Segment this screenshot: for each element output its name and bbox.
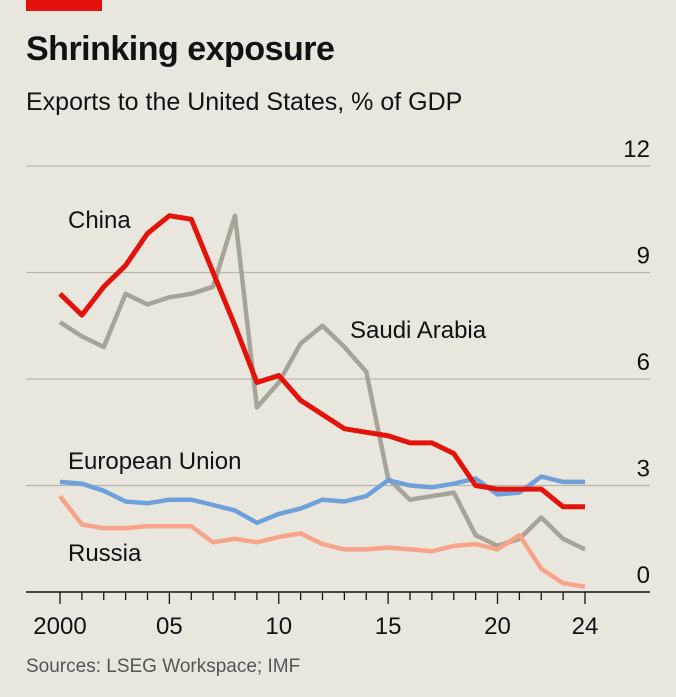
series-line-china	[58, 213, 585, 510]
series-label-saudi-arabia: Saudi Arabia	[350, 317, 487, 344]
series-label-china: China	[68, 207, 131, 234]
x-tick-label: 2000	[33, 613, 86, 640]
y-tick-label: 3	[637, 456, 650, 483]
x-tick-label: 20	[484, 613, 511, 640]
series-label-russia: Russia	[68, 540, 142, 567]
y-tick-label: 12	[623, 136, 650, 163]
y-tick-label: 0	[637, 562, 650, 589]
gridlines: 0 3 6 9 12	[26, 136, 650, 589]
x-axis: 2000 05 10 15 20 24	[26, 591, 650, 640]
x-tick-label: 24	[572, 613, 599, 640]
series-line-russia	[58, 494, 586, 589]
chart-subtitle: Exports to the United States, % of GDP	[26, 88, 463, 116]
y-tick-label: 6	[637, 349, 650, 376]
series-labels: China Saudi Arabia European Union Russia	[68, 207, 487, 567]
series-line-european-union	[59, 474, 585, 526]
source-note: Sources: LSEG Workspace; IMF	[26, 656, 301, 677]
x-tick-label: 05	[156, 613, 183, 640]
x-tick-label: 10	[265, 613, 292, 640]
series-label-european-union: European Union	[68, 448, 241, 475]
brand-red-tag	[26, 0, 102, 11]
x-tick-label: 15	[375, 613, 402, 640]
y-tick-label: 9	[637, 243, 650, 270]
series-lines	[58, 213, 586, 589]
series-line-saudi-arabia	[58, 213, 586, 552]
chart-title: Shrinking exposure	[26, 30, 335, 68]
